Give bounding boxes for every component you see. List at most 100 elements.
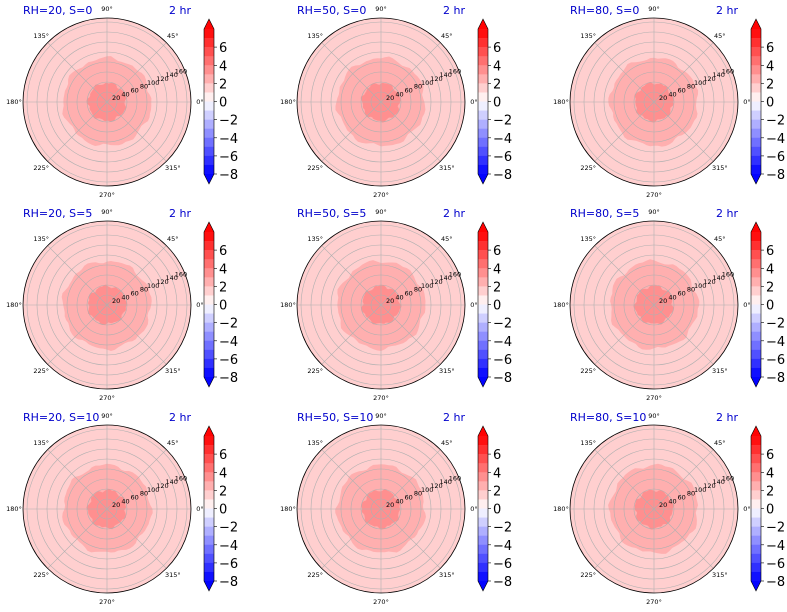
radial-tick-label: 100 — [147, 486, 159, 494]
colorbar-segment — [204, 137, 214, 148]
polar-grid — [297, 425, 465, 593]
colorbar-extend-max — [478, 426, 488, 436]
radial-tick-label: 20 — [112, 297, 120, 305]
colorbar-tick-label: 6 — [766, 41, 774, 56]
radial-tick-label: 100 — [694, 486, 706, 494]
colorbar-segment — [478, 313, 488, 323]
polar-frame — [22, 220, 192, 390]
colorbar-segment — [204, 119, 214, 129]
polar-panel: 0°45°90°135°180°225°270°315°20 40 60 801001… — [553, 411, 785, 606]
colorbar-extend-min — [478, 581, 488, 591]
colorbar-segment — [478, 119, 488, 129]
colorbar-segment — [751, 110, 761, 120]
colorbar-segment — [751, 481, 761, 491]
colorbar-segment — [204, 277, 214, 287]
radial-tick-label: 40 — [395, 497, 403, 505]
angle-tick-label: 45° — [441, 235, 453, 243]
colorbar-segment — [751, 571, 761, 582]
colorbar-tick-label: 4 — [219, 59, 227, 74]
colorbar-segment — [204, 526, 214, 536]
colorbar-segment — [204, 349, 214, 360]
colorbar-segment — [478, 155, 488, 166]
radial-tick-label: 120 — [430, 278, 442, 286]
colorbar-segment — [751, 472, 761, 482]
colorbar-segment — [204, 268, 214, 278]
radial-tick-label: 80 — [414, 490, 422, 498]
colorbar-extend-max — [204, 426, 214, 436]
angle-tick-label: 225° — [307, 367, 323, 375]
polar-grid — [297, 221, 465, 389]
colorbar-segment — [478, 463, 488, 473]
colorbar-segment — [478, 250, 488, 260]
colorbar-tick-label: 4 — [766, 466, 774, 481]
colorbar-segment — [478, 137, 488, 148]
radial-tick-label: 140 — [165, 71, 177, 79]
colorbar-segment — [751, 367, 761, 378]
colorbar: 6 4 2 0 −2 −4 −6 −8 — [477, 425, 512, 592]
colorbar-segment — [204, 29, 214, 39]
angle-tick-label: 90° — [101, 412, 113, 420]
radial-tick-label: 80 — [687, 490, 695, 498]
colorbar-segment — [204, 562, 214, 573]
polar-panel: 0°45°90°135°180°225°270°315°20 40 60 801001… — [6, 207, 238, 402]
colorbar-tick-label: −2 — [219, 317, 238, 332]
angle-tick-label: 225° — [580, 571, 596, 579]
angle-tick-label: 135° — [307, 32, 323, 40]
radial-tick-label: 100 — [694, 282, 706, 290]
radial-tick-label: 20 — [112, 94, 120, 102]
panel-time-label: 2 hr — [716, 411, 738, 424]
colorbar-segment — [478, 454, 488, 464]
colorbar: 6 4 2 0 −2 −4 −6 −8 — [477, 221, 512, 388]
colorbar-extend-min — [751, 581, 761, 591]
colorbar-tick-label: 4 — [219, 466, 227, 481]
colorbar-segment — [478, 349, 488, 360]
colorbar-segment — [204, 155, 214, 166]
colorbar-segment — [751, 436, 761, 446]
colorbar-tick-label: −6 — [766, 557, 785, 572]
colorbar-extend-max — [751, 19, 761, 29]
colorbar-segment — [478, 65, 488, 75]
colorbar-tick-label: 2 — [219, 484, 227, 499]
colorbar-tick-label: 2 — [219, 77, 227, 92]
angle-tick-label: 180° — [553, 98, 569, 106]
colorbar-segment — [751, 146, 761, 157]
colorbar-segment — [751, 544, 761, 555]
polar-frame — [569, 424, 739, 594]
angle-tick-label: 135° — [33, 235, 49, 243]
colorbar-tick-label: 6 — [219, 244, 227, 259]
colorbar-tick-label: −6 — [219, 557, 238, 572]
colorbar-extend-max — [751, 222, 761, 232]
radial-tick-label: 80 — [140, 490, 148, 498]
angle-tick-label: 90° — [375, 5, 387, 13]
panel-title: RH=20, S=5 — [23, 207, 92, 220]
colorbar-tick-label: 0 — [219, 299, 227, 314]
colorbar-extend-min — [204, 174, 214, 184]
radial-tick-label: 80 — [414, 286, 422, 294]
colorbar-segment — [204, 445, 214, 455]
colorbar-segment — [478, 322, 488, 332]
colorbar-segment — [478, 499, 488, 509]
colorbar-tick-label: 0 — [493, 96, 501, 111]
colorbar-segment — [478, 74, 488, 84]
panel-title: RH=20, S=0 — [23, 4, 92, 17]
colorbar-extend-max — [478, 19, 488, 29]
polar-grid — [23, 221, 191, 389]
colorbar-segment — [751, 322, 761, 332]
radial-tick-label: 140 — [439, 71, 451, 79]
colorbar-tick-label: −2 — [219, 114, 238, 129]
radial-tick-label: 100 — [147, 282, 159, 290]
radial-tick-label: 140 — [439, 478, 451, 486]
colorbar-segment — [478, 164, 488, 175]
angle-tick-label: 90° — [648, 5, 660, 13]
polar-frame — [296, 424, 466, 594]
angle-tick-label: 270° — [646, 191, 662, 199]
panel-time-label: 2 hr — [716, 4, 738, 17]
colorbar-segment — [204, 83, 214, 93]
angle-tick-label: 90° — [101, 5, 113, 13]
angle-tick-label: 315° — [712, 164, 728, 172]
colorbar-segment — [751, 128, 761, 139]
angle-tick-label: 0° — [470, 301, 477, 309]
angle-tick-label: 315° — [439, 571, 455, 579]
polar-panel: 0°45°90°135°180°225°270°315°20 40 60 801001… — [6, 411, 238, 606]
colorbar-segment — [751, 137, 761, 148]
